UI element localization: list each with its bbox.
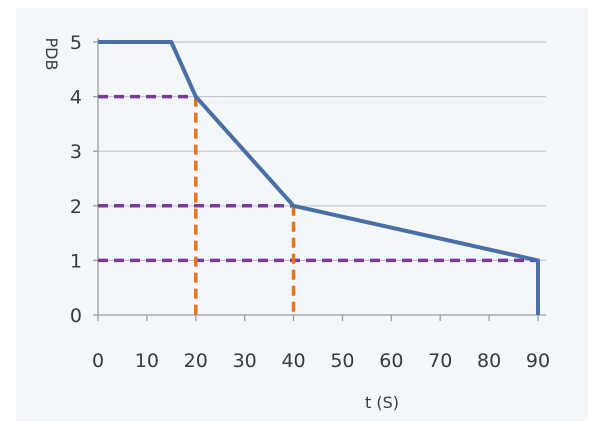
chart-panel: 0 1 2 3 4 5 0 10 20 30 40 50 60 70 80 90 t (S) PDB [16, 8, 588, 421]
axis-layer [93, 38, 546, 321]
x-tick-label-60: 60 [379, 350, 403, 372]
y-axis-title: PDB [42, 38, 61, 71]
x-tick-label-50: 50 [330, 350, 354, 372]
x-axis-title: t (S) [365, 393, 399, 412]
y-tick-label-4: 4 [70, 87, 82, 109]
x-tick-label-80: 80 [477, 350, 501, 372]
x-tick-label-40: 40 [281, 350, 305, 372]
reference-lines [98, 94, 538, 315]
x-tick-label-20: 20 [184, 350, 208, 372]
x-tick-label-10: 10 [135, 350, 159, 372]
x-tick-label-30: 30 [233, 350, 257, 372]
y-tick-label-3: 3 [70, 141, 82, 163]
grid-layer [98, 41, 546, 261]
y-tick-label-5: 5 [70, 32, 82, 54]
x-tick-label-90: 90 [526, 350, 550, 372]
y-tick-label-2: 2 [70, 196, 82, 218]
y-tick-label-0: 0 [70, 305, 82, 327]
x-tick-label-70: 70 [428, 350, 452, 372]
series-line-0 [98, 40, 540, 315]
series-layer [98, 40, 540, 315]
y-tick-label-1: 1 [70, 250, 82, 272]
x-tick-label-0: 0 [92, 350, 104, 372]
